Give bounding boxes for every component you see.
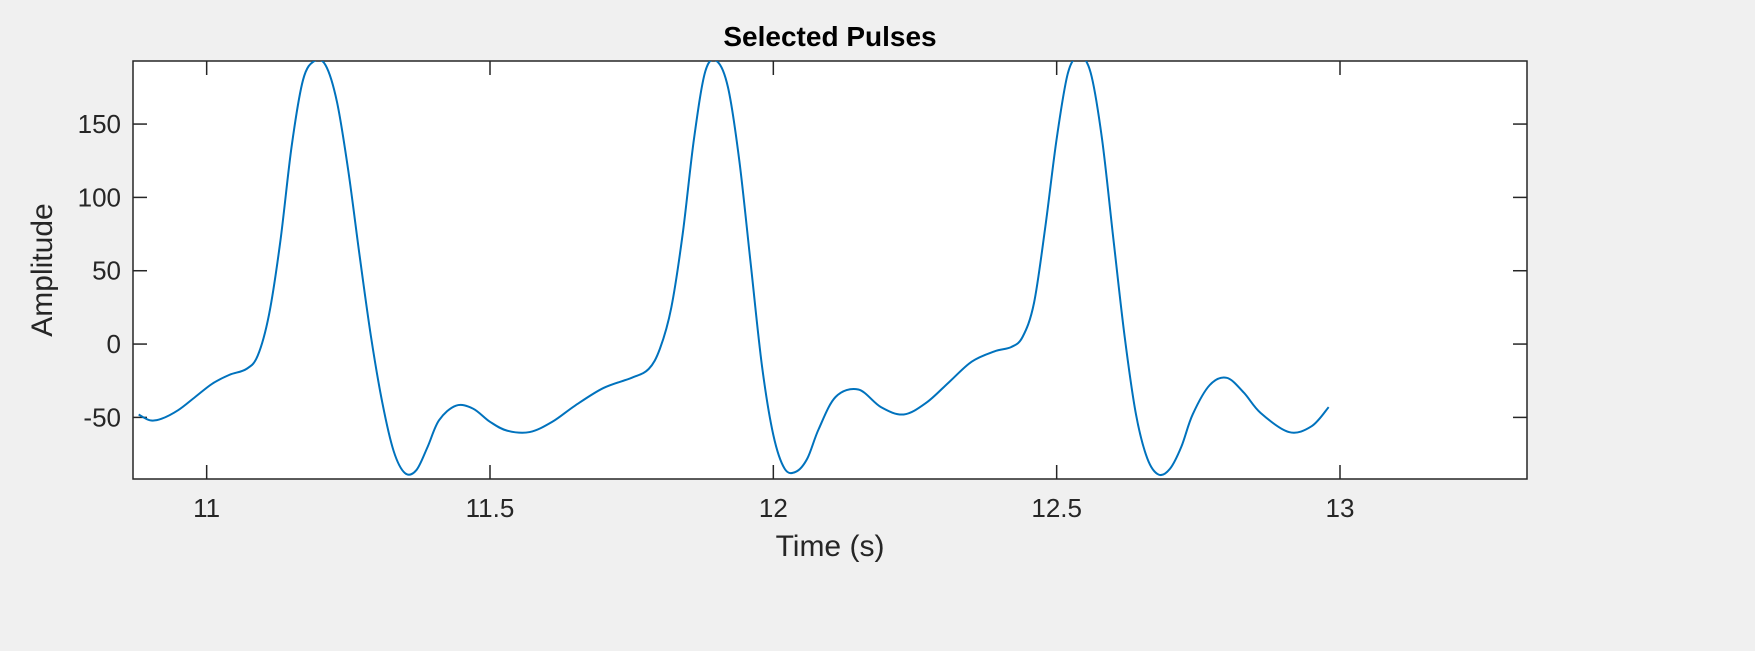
y-tick-label: -50 xyxy=(83,402,121,432)
series-line-1 xyxy=(138,61,1330,477)
y-tick-label: 0 xyxy=(107,329,121,359)
chart-title: Selected Pulses xyxy=(723,21,936,52)
y-axis-label: Amplitude xyxy=(26,203,59,336)
plot-area xyxy=(133,61,1527,479)
x-axis-label: Time (s) xyxy=(776,530,885,563)
x-tick-label: 11 xyxy=(193,493,220,523)
y-tick-label: 100 xyxy=(78,182,121,212)
x-tick-label: 11.5 xyxy=(466,493,515,523)
tick-labels-layer: 11 11.5 12 12.5 13 -50 0 50 100 150 xyxy=(78,109,1355,523)
y-tick-label: 150 xyxy=(78,109,121,139)
x-tick-label: 12.5 xyxy=(1031,493,1082,523)
x-tick-label: 12 xyxy=(759,493,788,523)
series-layer xyxy=(138,61,1330,477)
y-tick-label: 50 xyxy=(92,256,121,286)
x-tick-label: 13 xyxy=(1326,493,1355,523)
ticks-layer xyxy=(133,61,1527,479)
